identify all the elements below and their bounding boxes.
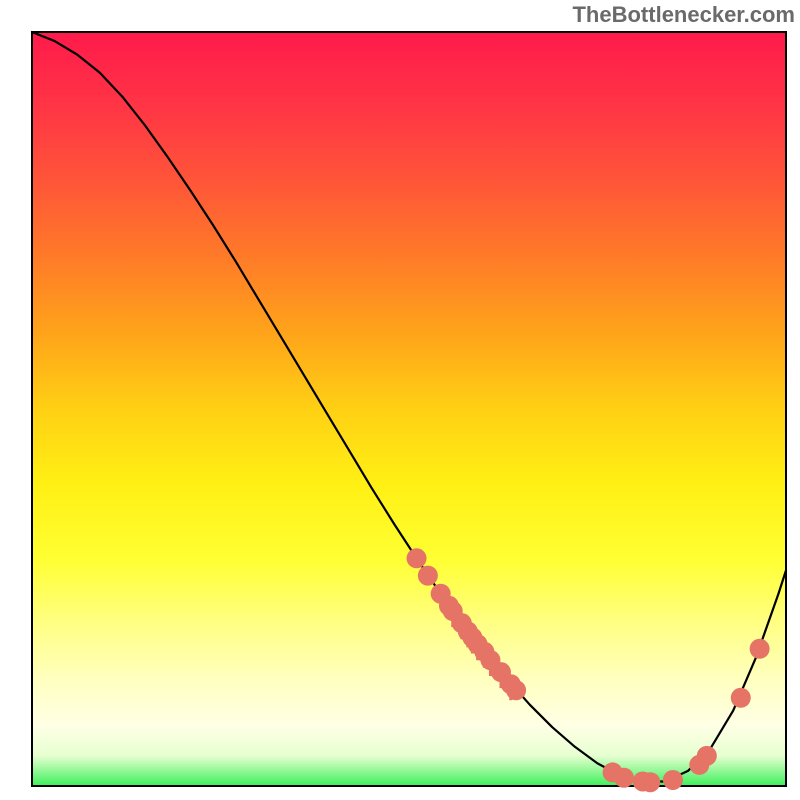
marker-point xyxy=(640,772,660,792)
marker-point xyxy=(750,639,770,659)
marker-point xyxy=(697,746,717,766)
marker-point xyxy=(407,548,427,568)
marker-point xyxy=(663,770,683,790)
watermark-text: TheBottlenecker.com xyxy=(572,2,795,27)
marker-point xyxy=(614,768,634,788)
bottleneck-chart: TheBottlenecker.com xyxy=(0,0,800,800)
marker-point xyxy=(418,566,438,586)
chart-background xyxy=(32,32,786,786)
marker-point xyxy=(731,688,751,708)
marker-point xyxy=(506,680,526,700)
